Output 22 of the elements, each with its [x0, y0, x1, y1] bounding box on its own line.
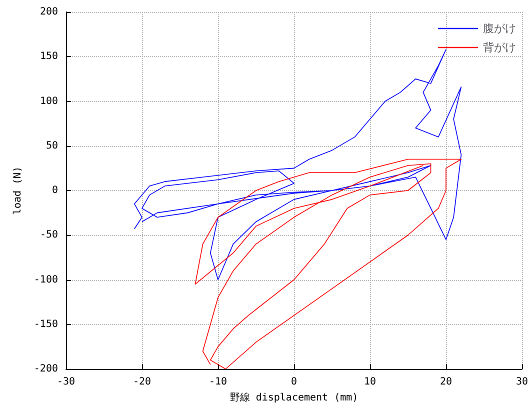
- y-tick-label: -200: [34, 364, 58, 374]
- x-tick-label: 10: [364, 376, 376, 388]
- y-tick-label: -100: [34, 274, 58, 286]
- y-tick-label: 0: [52, 185, 58, 196]
- y-tick-label: 50: [46, 140, 58, 152]
- x-tick-label: 20: [440, 376, 452, 388]
- x-tick-label: 30: [516, 376, 528, 388]
- legend-label: 背がけ: [483, 41, 516, 54]
- line-series: [134, 49, 462, 280]
- y-tick-label: 200: [40, 6, 58, 18]
- y-tick-label: -50: [40, 230, 58, 241]
- x-tick-label: 0: [290, 376, 298, 388]
- line-series: [194, 158, 462, 370]
- y-tick-label: 100: [40, 96, 58, 107]
- x-axis-title: 野線 displacement (mm): [230, 392, 358, 404]
- legend-label: 腹がけ: [483, 22, 516, 35]
- y-axis-title: load (N): [12, 166, 24, 215]
- y-tick-label: 150: [40, 51, 58, 62]
- y-tick-label: -150: [34, 318, 58, 330]
- x-tick-label: -10: [208, 376, 228, 388]
- x-tick-label: -20: [132, 376, 152, 388]
- x-tick-label: -30: [56, 376, 76, 388]
